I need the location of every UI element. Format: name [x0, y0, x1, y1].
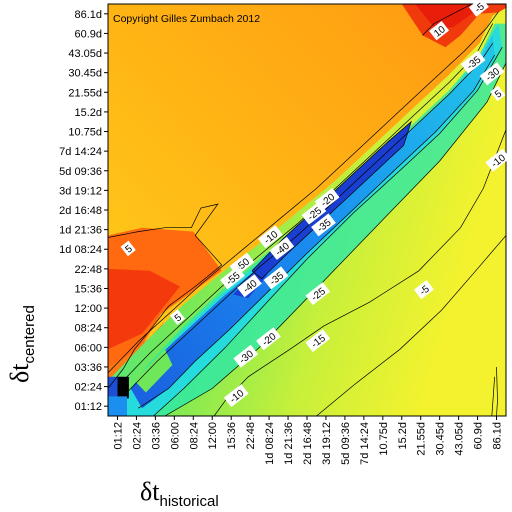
x-tick-label: 21.55d [416, 422, 428, 456]
contour-label-bg [233, 344, 259, 368]
contour-minus30 [138, 54, 495, 409]
x-axis-symbol: δt [140, 477, 160, 506]
contour-label-bg [413, 279, 434, 300]
x-axis-ticks: 01:12 02:24 03:36 06:00 08:24 12:00 15:36 22:48… [113, 416, 504, 465]
y-tick-label: 21.55d [68, 87, 102, 99]
contour-label-bg [256, 327, 281, 351]
x-axis-label: δthistorical [140, 477, 219, 510]
y-axis-symbol: δt [5, 363, 34, 383]
contour-label-bg [120, 240, 136, 257]
contour-label: 5 [490, 85, 506, 102]
x-tick-label: 01:12 [113, 422, 125, 450]
contour-label-bg [305, 282, 331, 306]
contour-label-bg [429, 21, 450, 41]
contour-label-bg [460, 50, 486, 74]
y-tick-label: 06:00 [74, 342, 102, 354]
y-tick-label: 5d 09:36 [59, 166, 102, 178]
x-tick-label: 03:36 [150, 422, 162, 450]
y-tick-label: 02:24 [74, 382, 102, 394]
x-tick-label: 02:24 [131, 422, 143, 450]
x-tick-label: 1d 08:24 [264, 422, 276, 465]
x-tick-label: 43.05d [454, 422, 466, 456]
y-tick-label: 7d 14:24 [59, 146, 102, 158]
x-tick-label: 15:36 [226, 422, 238, 450]
contour-label-bg [223, 384, 249, 408]
region-peak-left [108, 268, 180, 350]
x-axis-subscript: historical [159, 493, 218, 510]
y-tick-label: 30.45d [68, 68, 102, 80]
contour-label: 5 [169, 309, 186, 325]
region-bottom-corner-blue [108, 396, 127, 416]
contour-label: 5 [120, 240, 136, 257]
contour-label-text: 5 [124, 243, 136, 255]
contour-label-bg [305, 329, 331, 353]
y-axis-label: δtcentered [5, 305, 38, 383]
x-tick-label: 30.45d [435, 422, 447, 456]
x-tick-label: 60.9d [473, 422, 485, 450]
corner-cell-dark [117, 376, 129, 399]
contour-label-bg [263, 266, 289, 290]
x-tick-label: 15.2d [397, 422, 409, 450]
contour-label-bg [220, 266, 245, 290]
contour-label-bg [490, 85, 506, 102]
y-tick-label: 60.9d [74, 28, 102, 40]
x-tick-label: 1d 21:36 [283, 422, 295, 465]
contour-minus5-lower [316, 235, 506, 416]
x-tick-label: 22:48 [245, 422, 257, 450]
y-axis-ticks: 86.1d 60.9d 43.05d 30.45d 21.55d 15.2d 10.75d 7… [59, 9, 108, 413]
x-tick-label: 86.1d [492, 422, 504, 450]
y-tick-label: 3d 19:12 [59, 185, 102, 197]
contour-labels: 10-5-35-305-10-20-25-35-10-405-50-55-40-… [120, 0, 511, 408]
contour-minus5 [108, 11, 499, 374]
y-tick-label: 15.2d [74, 107, 102, 119]
contour-label-bg [311, 213, 336, 237]
contour-label-text: 5 [493, 88, 505, 100]
region-green-patch [134, 349, 173, 393]
y-tick-label: 1d 21:36 [59, 225, 102, 237]
contour-label-bg [301, 201, 327, 225]
y-axis-subscript: centered [21, 305, 38, 363]
y-tick-label: 08:24 [74, 323, 102, 335]
contour-label-bg [169, 309, 186, 325]
x-tick-label: 2d 16:48 [302, 422, 314, 465]
x-tick-label: 08:24 [188, 422, 200, 450]
y-tick-label: 01:12 [74, 401, 102, 413]
y-tick-label: 22:48 [74, 264, 102, 276]
y-tick-label: 1d 08:24 [59, 244, 102, 256]
copyright-annotation: Copyright Gilles Zumbach 2012 [113, 13, 260, 25]
x-tick-label: 7d 14:24 [359, 422, 371, 465]
contour-label-bg [468, 0, 489, 17]
contour-label-bg [479, 62, 505, 86]
contour-minus25 [153, 47, 503, 416]
y-tick-label: 86.1d [74, 9, 102, 21]
contour-label-bg [258, 225, 283, 249]
x-tick-label: 12:00 [207, 422, 219, 450]
contour-label: -5 [468, 0, 489, 17]
contour-10-upper [422, 4, 473, 36]
contour-right-edge-spike-2 [491, 376, 495, 416]
y-tick-label: 12:00 [74, 303, 102, 315]
contour-label-bg [237, 274, 262, 298]
y-tick-label: 15:36 [74, 283, 102, 295]
contour-minus15 [164, 62, 506, 416]
y-tick-label: 43.05d [68, 48, 102, 60]
x-tick-label: 10.75d [378, 422, 390, 456]
contour-5-left [108, 203, 223, 389]
contour-label: -5 [413, 279, 434, 300]
x-tick-label: 06:00 [169, 422, 181, 450]
heatmap-area [108, 4, 506, 416]
x-tick-label: 3d 19:12 [321, 422, 333, 465]
contour-label-bg [269, 236, 295, 260]
y-tick-label: 03:36 [74, 362, 102, 374]
contour-label-text: 5 [173, 312, 185, 324]
contour-right-edge-spike [496, 366, 498, 416]
x-tick-label: 5d 09:36 [340, 422, 352, 465]
y-tick-label: 2d 16:48 [59, 205, 102, 217]
y-tick-label: 10.75d [68, 127, 102, 139]
contour-label-bg [485, 148, 511, 172]
